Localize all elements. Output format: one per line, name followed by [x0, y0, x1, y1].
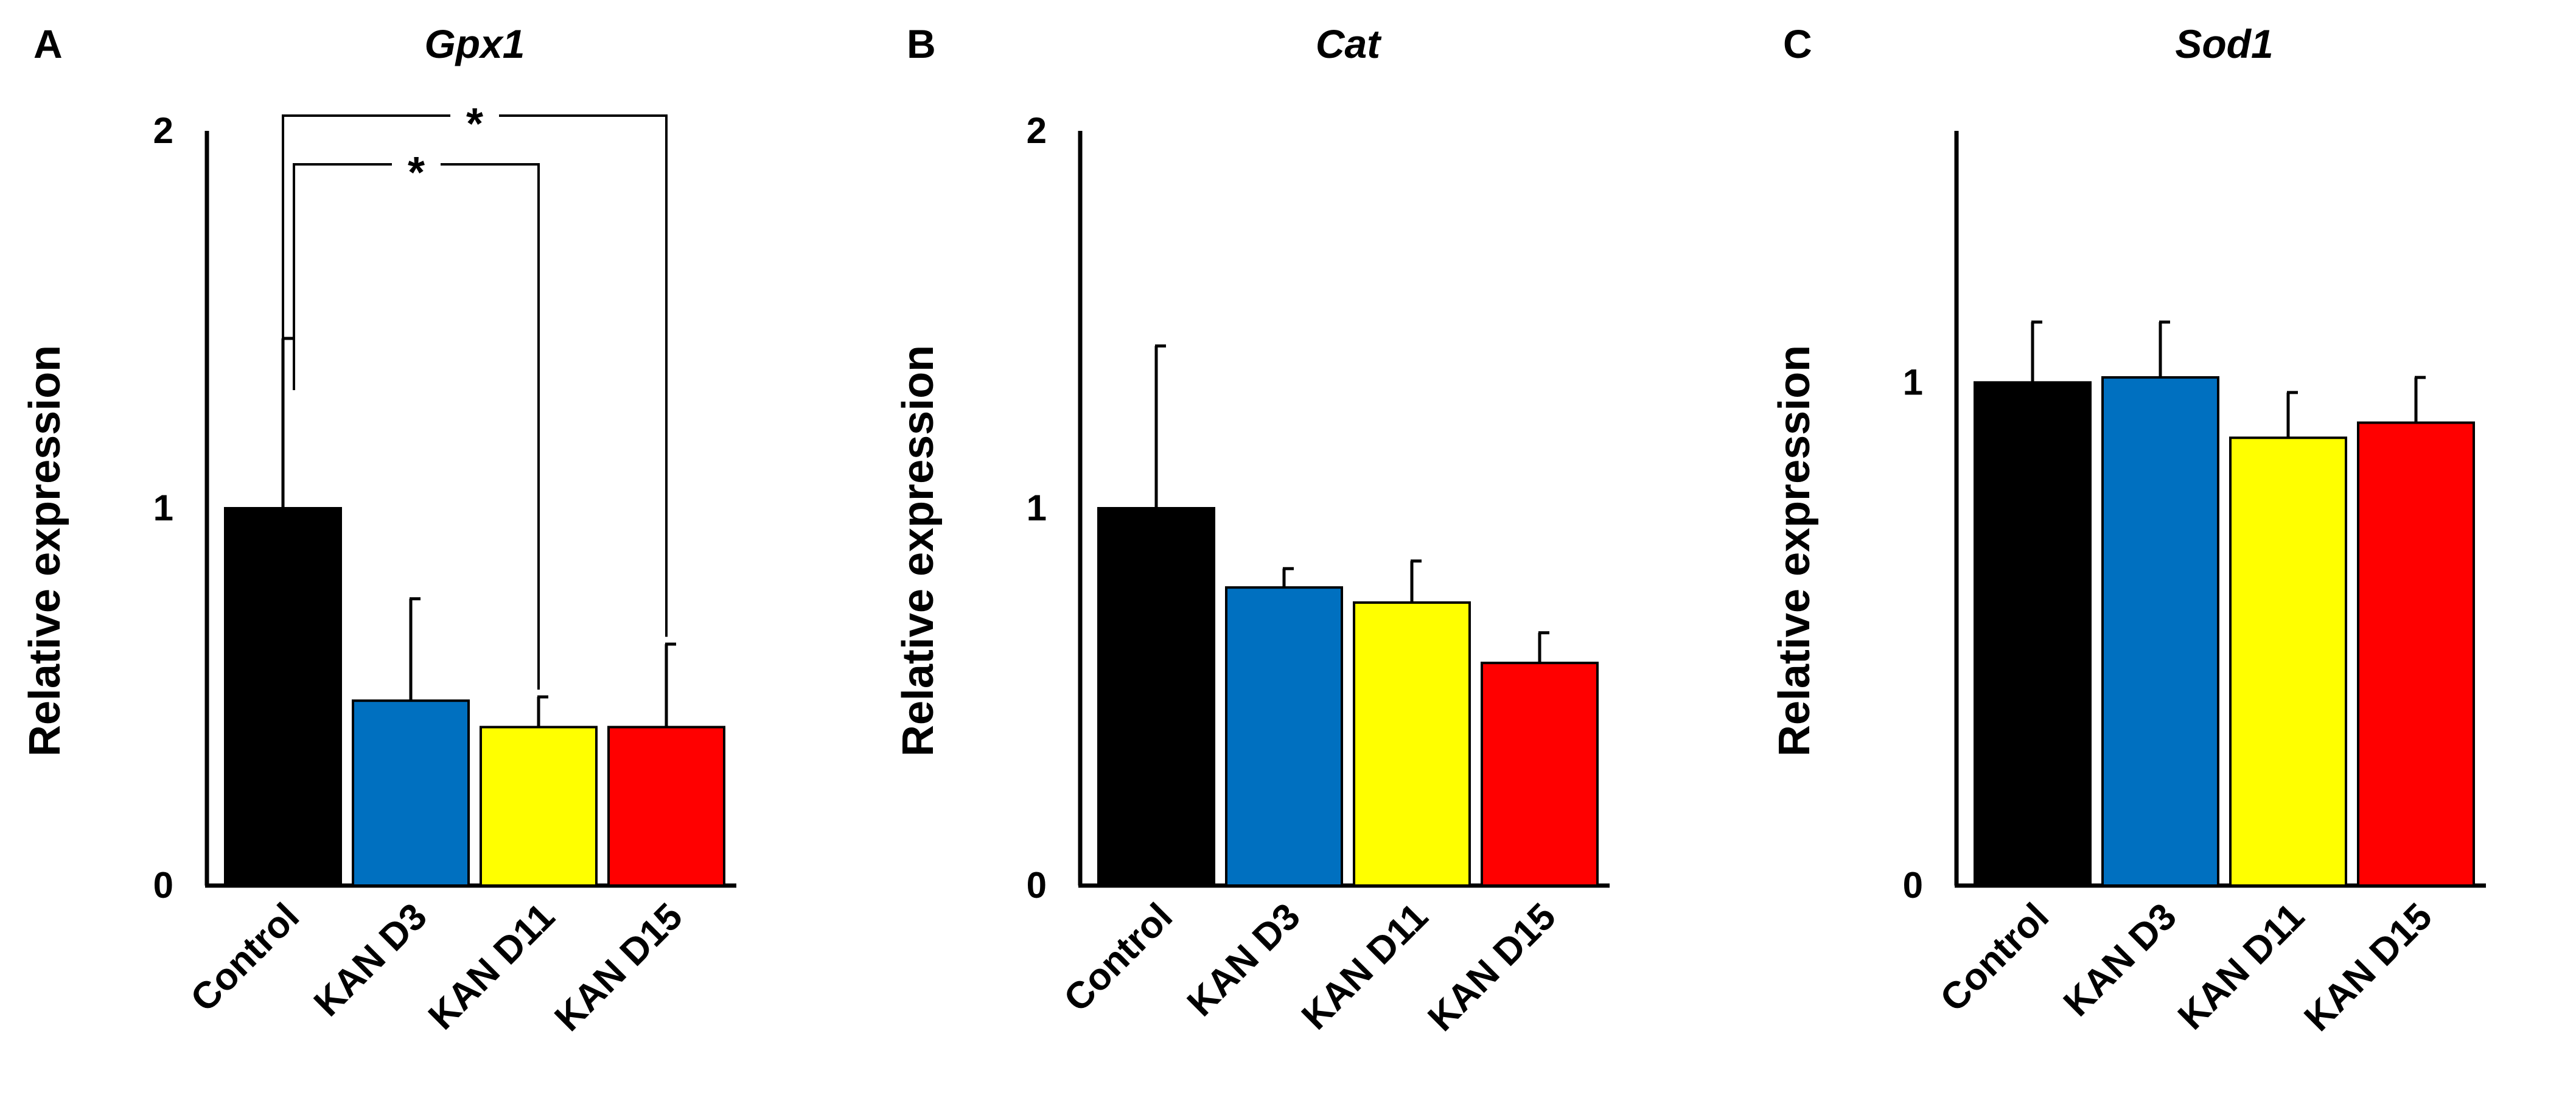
y-axis-label: Relative expression [894, 345, 943, 757]
bar-control [1974, 381, 2092, 887]
y-tick-label: 0 [1027, 865, 1047, 906]
category-label: KAN D15 [547, 895, 691, 1039]
category-label: Control [1932, 895, 2057, 1020]
y-axis-label: Relative expression [21, 345, 69, 757]
category-label: KAN D11 [421, 895, 563, 1038]
category-label: KAN D3 [306, 895, 435, 1024]
y-tick-label: 2 [153, 110, 173, 151]
bar-kan-d11 [1353, 601, 1471, 887]
category-label: KAN D15 [2297, 895, 2440, 1039]
bar-kan-d3 [2101, 376, 2219, 887]
significance-bracket [293, 163, 540, 690]
bar-control [1097, 507, 1215, 887]
category-label: KAN D3 [1179, 895, 1308, 1024]
bar-kan-d11 [2229, 436, 2347, 887]
y-tick-label: 0 [1903, 865, 1923, 906]
y-tick-label: 1 [153, 488, 173, 528]
bar-kan-d3 [352, 699, 470, 887]
category-label: Control [183, 895, 307, 1020]
significance-marker: * [408, 149, 425, 197]
bar-kan-d11 [480, 726, 598, 887]
chart-title: Gpx1 [424, 21, 525, 66]
category-label: Control [1056, 895, 1181, 1020]
bar-kan-d15 [2357, 421, 2475, 887]
y-tick-label: 1 [1027, 488, 1047, 528]
category-label: KAN D11 [1294, 895, 1436, 1038]
bar-control [224, 507, 342, 887]
y-tick-label: 0 [153, 865, 173, 906]
y-axis-label: Relative expression [1770, 345, 1819, 757]
bar-kan-d15 [1481, 662, 1599, 887]
y-tick-label: 2 [1027, 110, 1047, 151]
y-tick-label: 1 [1903, 362, 1923, 402]
significance-marker: * [466, 100, 483, 149]
category-label: KAN D15 [1420, 895, 1564, 1039]
panel-letter: A [33, 21, 63, 66]
category-label: KAN D3 [2056, 895, 2185, 1024]
chart-title: Cat [1316, 21, 1382, 66]
category-label: KAN D11 [2170, 895, 2312, 1038]
bar-kan-d15 [607, 726, 725, 887]
chart-title: Sod1 [2175, 21, 2273, 66]
bar-kan-d3 [1225, 586, 1343, 887]
panel-letter: B [907, 21, 936, 66]
panel-letter: C [1783, 21, 1812, 66]
significance-bracket [282, 114, 668, 637]
